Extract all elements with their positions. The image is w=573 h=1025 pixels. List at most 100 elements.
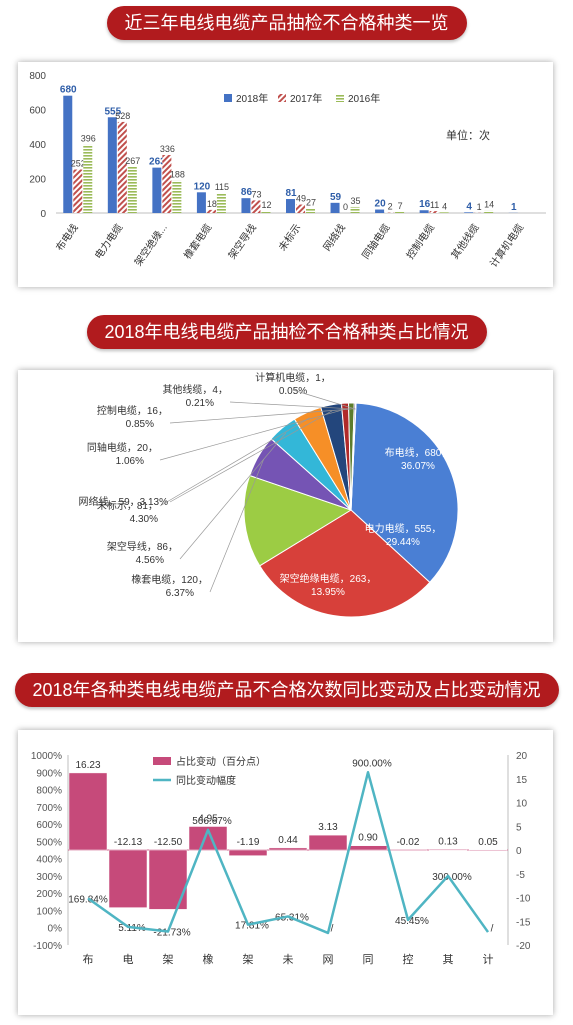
x-tick-label: 同轴电缆 [359, 221, 393, 261]
bar-3 [261, 210, 271, 213]
left-tick-label: 800% [36, 786, 62, 797]
slice-label: 36.07% [401, 461, 435, 472]
bar-2 [251, 200, 261, 213]
legend-label: 2018年 [236, 92, 268, 105]
leader-line [159, 417, 310, 507]
bar-value-label: 16 [419, 199, 431, 210]
bar-value-label: 49 [296, 194, 306, 204]
bar-value-label: 252 [71, 159, 86, 169]
left-tick-label: 200% [36, 889, 62, 900]
bar-value-label: 4 [442, 201, 447, 211]
bar-value-label: 0.90 [358, 833, 378, 844]
left-tick-label: 500% [36, 837, 62, 848]
change-bar [188, 826, 228, 851]
y-tick-label: 600 [29, 106, 46, 117]
bar-value-label: 11 [430, 200, 439, 210]
legend-swatch [224, 94, 232, 102]
bar-value-label: -1.19 [237, 837, 260, 848]
line-value-label: / [331, 924, 334, 935]
line-value-label: 900.00% [352, 758, 392, 769]
x-tick-label: 架空绝缘... [131, 221, 169, 268]
right-tick-label: 10 [516, 799, 528, 810]
bar-2 [73, 169, 83, 213]
pie-slice [243, 474, 353, 567]
bar-1 [419, 210, 429, 213]
slice-label: 4.30% [130, 514, 158, 525]
bar-1 [241, 198, 251, 213]
x-tick-label: 架 [243, 953, 254, 966]
change-bar [428, 849, 468, 851]
line-value-label: 45.45% [395, 916, 429, 927]
leader-line [209, 458, 265, 593]
line-value-label: 300.00% [432, 872, 472, 883]
bar-3 [484, 210, 494, 213]
bar-value-label: 35 [351, 196, 361, 206]
left-tick-label: 400% [36, 855, 62, 866]
change-bar [388, 849, 428, 852]
bar-value-label: 86 [241, 187, 253, 198]
pie-slice [350, 402, 357, 511]
bar-value-label: 0.13 [438, 836, 458, 847]
slice-label: 其他线缆，4， [162, 383, 228, 396]
left-tick-label: 700% [36, 803, 62, 814]
pie-slice [259, 509, 431, 618]
leader-line [229, 401, 355, 410]
bar-3 [83, 144, 93, 213]
bar-3 [216, 193, 226, 213]
x-tick-label: 未 [283, 953, 294, 966]
slice-label: 1.06% [116, 456, 144, 467]
right-tick-label: 5 [516, 822, 522, 833]
x-tick-label: 电 [123, 953, 134, 966]
slice-label: 架空导线，86， [107, 540, 178, 553]
banner-1: 近三年电线电缆产品抽检不合格种类一览 [106, 6, 467, 40]
y-tick-label: 0 [40, 209, 46, 220]
x-tick-label: 橡套电缆 [181, 221, 215, 261]
slice-label: 网络线，59，3.13% [79, 495, 169, 508]
left-tick-label: 900% [36, 768, 62, 779]
right-tick-label: -5 [516, 870, 525, 881]
bar-value-label: 528 [115, 111, 130, 121]
bar-2 [117, 121, 127, 213]
legend-swatch [278, 94, 286, 102]
change-bar [228, 849, 268, 856]
bar-3 [439, 212, 449, 213]
change-bar [308, 834, 348, 851]
leader-line [159, 408, 346, 461]
slice-label: 0.21% [186, 398, 214, 409]
x-tick-label: 同 [363, 954, 374, 966]
legend-label: 占比变动（百分点） [176, 755, 266, 768]
left-tick-label: 1000% [31, 751, 62, 762]
x-tick-label: 未标示 [276, 222, 303, 253]
legend-swatch [336, 94, 344, 102]
slice-label: 布电线，680， [385, 446, 452, 459]
bar-2 [206, 209, 216, 213]
bar-value-label: 7 [398, 201, 403, 211]
unit-annotation: 单位：次 [446, 128, 490, 142]
change-bar [468, 849, 508, 851]
leader-line [169, 410, 333, 503]
slice-label: 未标示，81， [97, 500, 158, 512]
slice-label: 计算机电缆，1， [255, 371, 331, 384]
bar-value-label: 120 [194, 181, 211, 192]
bar-value-label: 2 [388, 202, 393, 212]
bar-value-label: 396 [81, 134, 96, 144]
slice-label: 同轴电缆，20， [87, 441, 158, 454]
leader-line [179, 432, 287, 560]
x-tick-label: 计算机电缆 [487, 221, 526, 269]
bar-value-label: 1 [477, 202, 482, 212]
left-tick-label: 0% [48, 924, 63, 935]
yoy-change-line [87, 771, 490, 935]
bar-value-label: 555 [104, 106, 121, 117]
leader-line [292, 389, 356, 410]
bar-1 [286, 199, 295, 213]
x-tick-label: 其 [443, 953, 454, 966]
legend-label: 同比变动幅度 [176, 774, 236, 787]
x-tick-label: 网络线 [320, 221, 348, 253]
left-tick-label: 300% [36, 872, 62, 883]
bar-3 [350, 206, 360, 213]
x-tick-label: 其他线缆 [448, 221, 482, 261]
bar-value-label: 115 [215, 182, 229, 192]
y-tick-label: 400 [29, 140, 46, 151]
pie-chart-panel: 布电线，680， 36.07% 电力电缆，555， 29.44% 架空绝缘电缆，263，… [18, 370, 553, 642]
slice-label: 0.85% [126, 419, 154, 430]
